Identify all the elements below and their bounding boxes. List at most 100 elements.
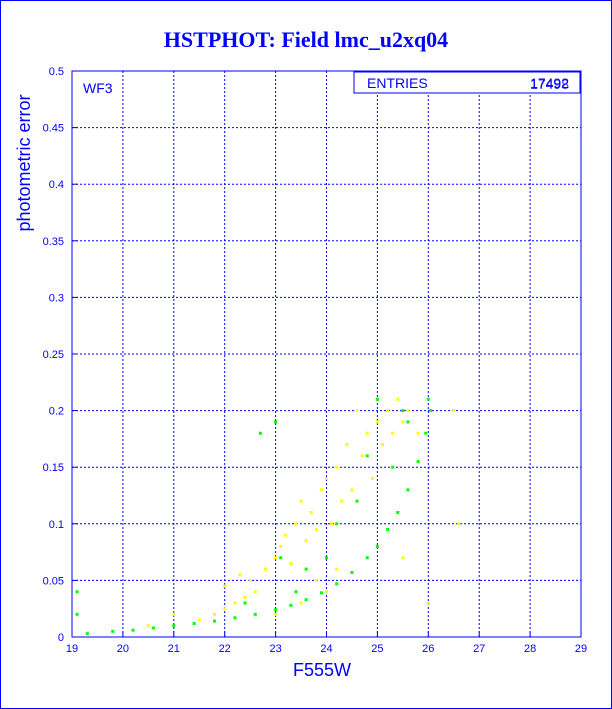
- data-point-1: [365, 454, 369, 458]
- y-tick-label: 0.4: [49, 179, 64, 191]
- y-tick-label: 0.5: [49, 66, 64, 78]
- data-point-0: [279, 544, 283, 548]
- x-tick-label: 19: [66, 643, 78, 655]
- data-point-0: [172, 612, 176, 616]
- y-tick-label: 0.05: [43, 575, 64, 587]
- data-point-0: [355, 409, 359, 413]
- data-point-1: [253, 612, 257, 616]
- data-point-0: [314, 578, 318, 582]
- data-point-0: [406, 409, 410, 413]
- data-point-1: [213, 619, 217, 623]
- data-point-1: [111, 629, 115, 633]
- y-tick-label: 0.2: [49, 406, 64, 418]
- data-point-0: [340, 499, 344, 503]
- data-point-1: [131, 628, 135, 632]
- chart-title: HSTPHOT: Field lmc_u2xq04: [164, 27, 448, 52]
- x-tick-label: 27: [473, 643, 485, 655]
- data-point-0: [213, 612, 217, 616]
- data-point-1: [375, 397, 379, 401]
- data-point-1: [279, 556, 283, 560]
- x-tick-label: 22: [219, 643, 231, 655]
- data-point-0: [386, 409, 390, 413]
- grid: [71, 70, 582, 638]
- data-point-0: [223, 584, 227, 588]
- stats-value-a: 17492: [530, 75, 569, 91]
- x-tick-label: 29: [575, 643, 587, 655]
- data-point-0: [396, 397, 400, 401]
- stats-box-frame: [353, 71, 581, 94]
- stats-label: ENTRIES: [367, 75, 428, 91]
- data-point-0: [309, 510, 313, 514]
- y-tick-label: 0.3: [49, 292, 64, 304]
- data-points: [75, 397, 461, 636]
- data-point-0: [233, 601, 237, 605]
- data-point-0: [325, 477, 328, 481]
- data-point-1: [424, 431, 428, 435]
- data-point-1: [391, 465, 395, 469]
- data-point-1: [233, 616, 237, 620]
- data-point-0: [289, 561, 293, 565]
- data-point-0: [319, 488, 323, 492]
- data-point-0: [274, 556, 278, 560]
- data-point-1: [319, 591, 323, 595]
- data-point-0: [335, 465, 339, 469]
- data-point-1: [335, 522, 339, 526]
- x-tick-label: 25: [371, 643, 383, 655]
- data-point-0: [197, 618, 201, 622]
- data-point-1: [406, 488, 410, 492]
- data-point-1: [75, 590, 79, 594]
- y-tick-label: 0.25: [43, 349, 64, 361]
- data-point-1: [85, 632, 89, 636]
- data-point-0: [350, 488, 354, 492]
- data-point-0: [223, 607, 227, 611]
- data-point-0: [314, 527, 318, 531]
- data-point-0: [253, 590, 257, 594]
- data-point-1: [396, 510, 400, 514]
- data-point-1: [274, 420, 278, 424]
- x-axis-label: F555W: [293, 660, 351, 680]
- x-tick-labels: 19 20 21 22 23 24 25 26 27 28 29: [66, 643, 587, 655]
- data-point-1: [335, 582, 339, 586]
- data-point-0: [401, 420, 405, 424]
- data-point-1: [386, 527, 390, 531]
- data-point-1: [416, 460, 420, 464]
- data-point-0: [299, 499, 303, 503]
- data-point-1: [355, 499, 359, 503]
- data-point-1: [375, 544, 379, 548]
- plot-area: [71, 70, 582, 638]
- data-point-0: [238, 573, 242, 577]
- data-point-0: [325, 590, 328, 594]
- y-tick-label: 0: [58, 632, 64, 644]
- chip-annotation: WF3: [83, 80, 113, 96]
- data-point-1: [274, 608, 278, 612]
- data-point-1: [429, 409, 433, 413]
- data-point-1: [401, 409, 405, 413]
- data-point-0: [335, 567, 339, 571]
- data-point-0: [345, 443, 349, 447]
- data-point-1: [365, 556, 369, 560]
- data-point-0: [330, 522, 334, 526]
- data-point-1: [325, 556, 328, 560]
- x-tick-label: 28: [524, 643, 536, 655]
- x-tick-label: 24: [320, 643, 332, 655]
- data-point-1: [350, 570, 354, 574]
- stats-value-b: 17498: [530, 76, 569, 92]
- data-point-1: [426, 397, 430, 401]
- data-point-0: [243, 595, 247, 599]
- data-point-1: [406, 420, 410, 424]
- data-point-0: [146, 624, 150, 628]
- data-point-0: [375, 420, 379, 424]
- y-tick-label: 0.45: [43, 123, 64, 135]
- data-point-0: [370, 477, 374, 481]
- data-point-1: [304, 598, 308, 602]
- y-tick-label: 0.35: [43, 236, 64, 248]
- data-point-0: [365, 431, 369, 435]
- data-point-1: [192, 621, 196, 625]
- data-point-0: [284, 533, 288, 537]
- data-point-0: [248, 578, 252, 582]
- data-point-0: [401, 556, 405, 560]
- data-point-0: [391, 431, 395, 435]
- data-point-1: [172, 624, 176, 628]
- data-point-0: [360, 454, 364, 458]
